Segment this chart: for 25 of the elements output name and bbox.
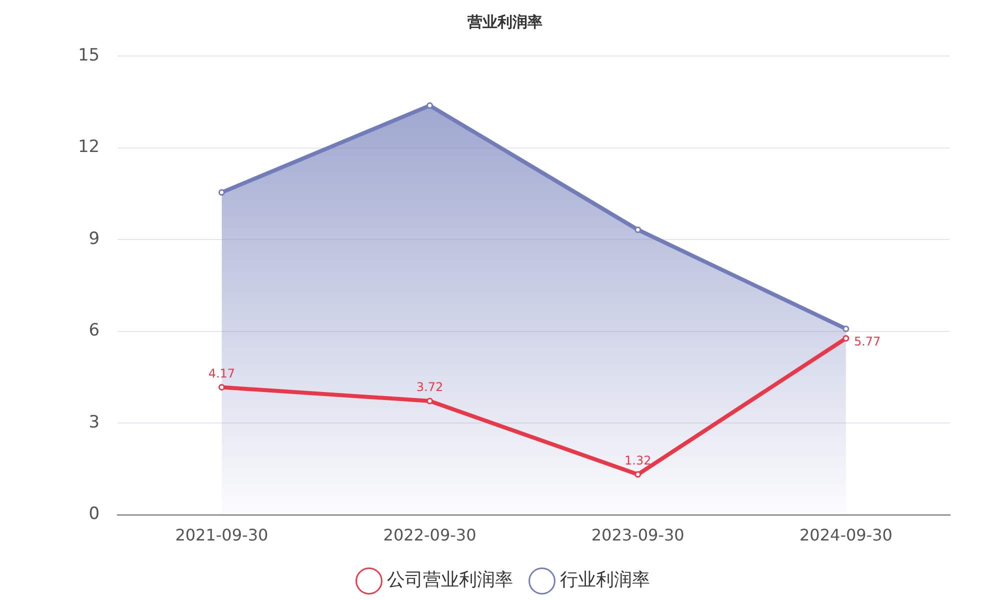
point bbox=[842, 335, 850, 342]
data-label: 1.32 bbox=[624, 454, 652, 468]
y-tick-label: 9 bbox=[88, 228, 100, 249]
data-label: 3.72 bbox=[416, 380, 444, 394]
y-tick-label: 3 bbox=[88, 412, 100, 432]
point bbox=[634, 471, 642, 478]
data-label: 4.17 bbox=[208, 366, 236, 380]
point bbox=[426, 102, 434, 109]
point bbox=[218, 384, 225, 391]
point bbox=[426, 398, 434, 404]
point bbox=[634, 226, 642, 233]
data-label: 5.77 bbox=[854, 334, 881, 348]
y-tick-label: 6 bbox=[88, 320, 100, 341]
y-tick-label: 0 bbox=[88, 504, 100, 524]
x-tick-label: 2022-09-30 bbox=[383, 526, 476, 545]
point bbox=[842, 326, 850, 332]
legend-label: 行业利润率 bbox=[560, 570, 650, 591]
x-tick-label: 2023-09-30 bbox=[591, 526, 684, 545]
x-tick-label: 2024-09-30 bbox=[799, 526, 892, 545]
y-tick-label: 12 bbox=[78, 137, 100, 158]
chart-title: 营业利润率 bbox=[466, 12, 542, 31]
legend-label: 公司营业利润率 bbox=[387, 570, 513, 591]
y-tick-label: 15 bbox=[78, 45, 100, 66]
point bbox=[218, 189, 225, 196]
x-tick-label: 2021-09-30 bbox=[175, 526, 268, 545]
